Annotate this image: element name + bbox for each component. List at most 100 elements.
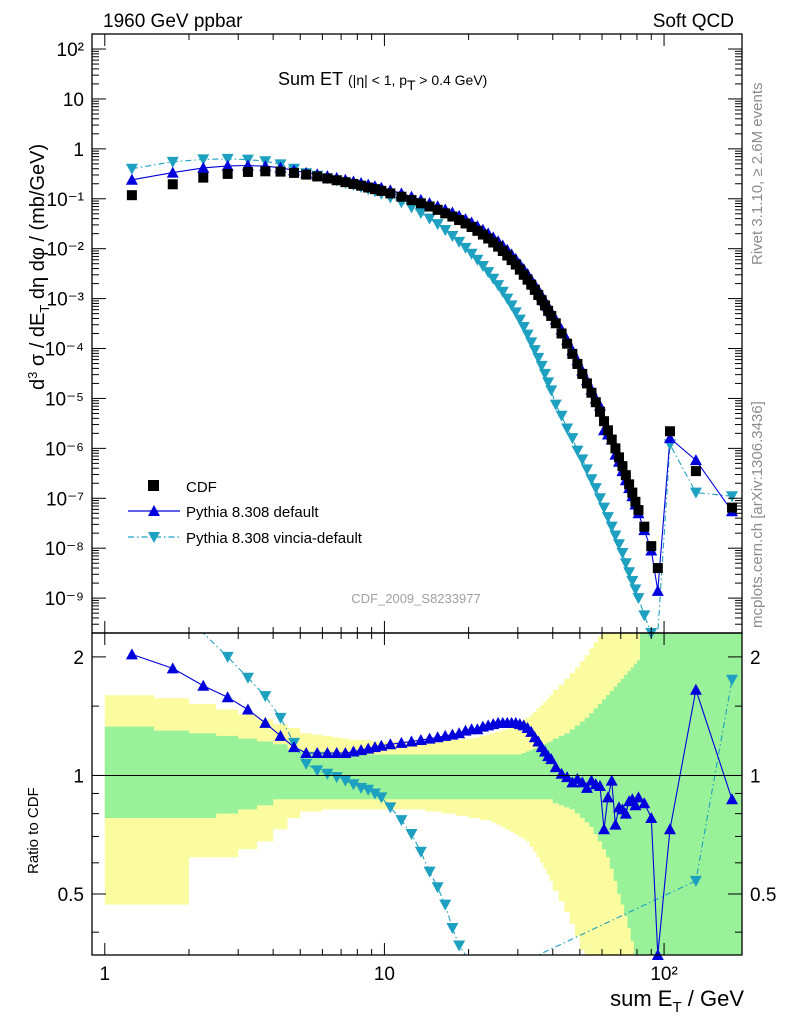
ratio-point-pythia-default xyxy=(638,797,651,809)
point-vincia xyxy=(482,267,495,279)
point-cdf xyxy=(556,328,567,339)
legend-marker-triangle-down xyxy=(148,532,160,543)
ratio-y-tick-label: 1 xyxy=(73,766,84,787)
ratio-point-pythia-default xyxy=(593,780,606,792)
point-cdf xyxy=(639,521,650,532)
point-cdf xyxy=(440,208,451,219)
point-cdf xyxy=(356,180,367,191)
legend-entry-vincia: Pythia 8.308 vincia-default xyxy=(128,530,363,547)
point-cdf xyxy=(466,222,477,233)
point-vincia xyxy=(405,202,418,214)
rivet-version-label: Rivet 3.1.10, ≥ 2.6M events xyxy=(749,83,766,266)
ratio-point-vincia xyxy=(347,779,360,791)
ratio-point-vincia xyxy=(446,922,459,934)
ratio-point-pythia-default xyxy=(566,776,579,788)
point-vincia xyxy=(589,483,602,495)
point-cdf xyxy=(533,290,544,301)
point-cdf xyxy=(599,416,610,427)
point-vincia xyxy=(612,539,625,551)
analysis-id: CDF_2009_S8233977 xyxy=(351,591,480,606)
point-cdf xyxy=(198,172,209,183)
point-vincia xyxy=(414,207,427,219)
point-pythia-default xyxy=(651,584,664,596)
ratio-point-pythia-default xyxy=(663,823,676,835)
ratio-point-pythia-default xyxy=(288,741,301,753)
ratio-point-vincia xyxy=(689,875,702,887)
point-pythia-default xyxy=(221,159,234,171)
ratio-point-vincia xyxy=(339,775,352,787)
point-vincia xyxy=(545,385,558,397)
ratio-point-pythia-default xyxy=(726,793,739,805)
point-cdf xyxy=(522,274,533,285)
point-vincia xyxy=(509,307,522,319)
legend-entry-cdf: CDF xyxy=(148,479,217,496)
point-vincia xyxy=(593,493,606,505)
legend-entry-pythia-default: Pythia 8.308 default xyxy=(128,504,319,521)
point-vincia xyxy=(585,474,598,486)
ratio-point-pythia-default xyxy=(384,738,397,750)
y-tick-label: 10⁻⁵ xyxy=(45,389,84,410)
ratio-uncertainty-bands xyxy=(104,633,742,955)
ratio-series-group xyxy=(125,632,739,960)
header-energy: 1960 GeV ppbar xyxy=(103,11,243,32)
ratio-point-pythia-default xyxy=(689,683,702,695)
point-vincia xyxy=(623,567,636,579)
point-cdf xyxy=(385,188,396,199)
y-tick-label: 10⁻⁸ xyxy=(45,539,84,560)
ratio-point-pythia-default xyxy=(125,648,138,660)
point-cdf xyxy=(543,305,554,316)
point-vincia xyxy=(689,487,702,499)
point-vincia xyxy=(431,219,444,231)
point-vincia xyxy=(505,300,518,312)
ratio-point-pythia-default xyxy=(598,823,611,835)
point-cdf xyxy=(424,201,435,212)
point-vincia xyxy=(221,153,234,165)
point-vincia xyxy=(521,329,534,341)
legend-marker-triangle-up xyxy=(148,505,160,516)
point-cdf xyxy=(331,175,342,186)
point-vincia xyxy=(580,464,593,476)
point-cdf xyxy=(483,233,494,244)
legend-marker-square xyxy=(148,480,159,491)
ratio-point-vincia xyxy=(300,758,313,770)
point-cdf xyxy=(586,387,597,398)
ratio-point-pythia-default xyxy=(561,771,574,783)
y-tick-label: 10⁻⁶ xyxy=(45,439,84,460)
point-cdf xyxy=(536,295,547,306)
point-cdf xyxy=(514,264,525,275)
axes-group: 1 10 10² 10² 10 1 10⁻¹ 10⁻² 10⁻³ 10⁻⁴ 10⁻⁵ 10⁻⁶ 10⁻⁷… xyxy=(45,33,776,985)
y-tick-label: 10⁻⁷ xyxy=(46,489,84,510)
ratio-point-pythia-default xyxy=(300,747,313,759)
y-tick-label: 10 xyxy=(63,90,84,111)
y-tick-label: 1 xyxy=(73,140,84,161)
point-cdf xyxy=(260,166,271,177)
main-y-axis-title: d3 σ / dET dη dφ / (mb/GeV) xyxy=(25,144,52,390)
point-pythia-default xyxy=(689,454,702,466)
point-cdf xyxy=(546,310,557,321)
point-vincia xyxy=(496,286,509,298)
point-vincia xyxy=(423,213,436,225)
ratio-point-pythia-default xyxy=(197,679,210,691)
point-vincia xyxy=(609,530,622,542)
ratio-point-pythia-default xyxy=(545,753,558,765)
legend-label-cdf: CDF xyxy=(186,479,217,496)
point-cdf xyxy=(406,195,417,206)
point-vincia xyxy=(517,321,530,333)
header-category: Soft QCD xyxy=(653,11,734,32)
ratio-y-tick-label: 2 xyxy=(73,648,84,669)
ratio-y-tick-label-right: 2 xyxy=(750,648,761,669)
point-cdf xyxy=(432,204,443,215)
line-vincia xyxy=(131,158,733,634)
point-cdf xyxy=(376,185,387,196)
ratio-point-pythia-default xyxy=(330,747,343,759)
ratio-point-pythia-default xyxy=(629,799,642,811)
main-series-group xyxy=(125,153,739,639)
point-cdf xyxy=(610,443,621,454)
point-vincia xyxy=(446,230,459,242)
point-vincia xyxy=(601,512,614,524)
point-vincia xyxy=(549,399,562,411)
point-cdf xyxy=(577,368,588,379)
ratio-y-tick-label-right: 0.5 xyxy=(750,885,776,906)
ratio-point-pythia-default xyxy=(605,774,618,786)
ratio-band-inner xyxy=(104,633,742,955)
